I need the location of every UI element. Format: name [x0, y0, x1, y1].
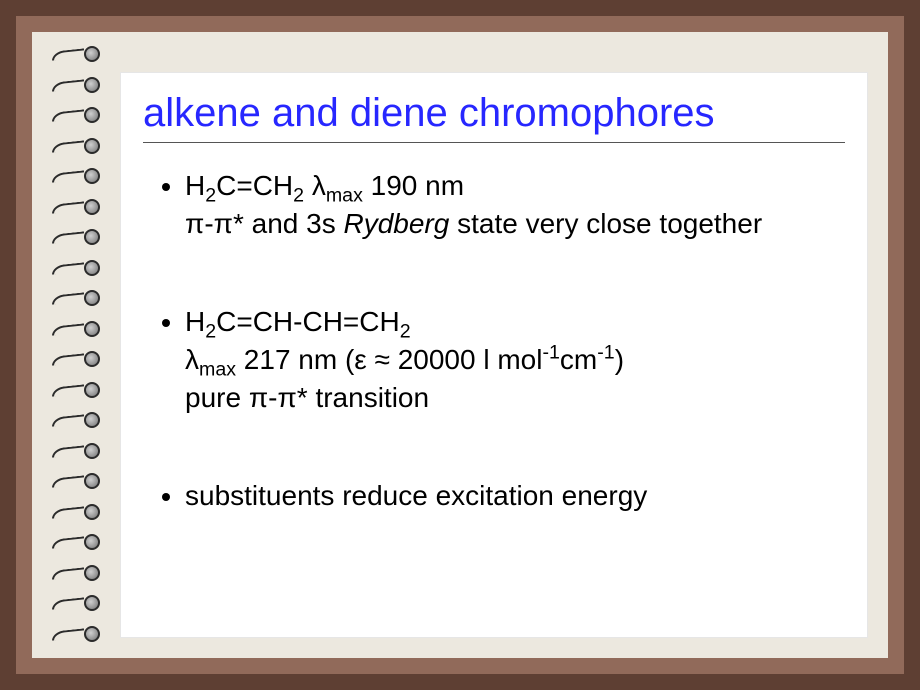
- binding-ring: [52, 227, 98, 245]
- text: λ: [185, 344, 199, 375]
- text: H: [185, 170, 205, 201]
- binding-ring: [52, 624, 98, 642]
- binding-ring: [52, 288, 98, 306]
- bullet-item: H2C=CH-CH=CH2 λmax 217 nm (ε ≈ 20000 l m…: [185, 303, 847, 417]
- binding-ring: [52, 166, 98, 184]
- binding-ring: [52, 319, 98, 337]
- binding-ring: [52, 471, 98, 489]
- binding-ring: [52, 563, 98, 581]
- binding-ring: [52, 380, 98, 398]
- text: pure π-π* transition: [185, 382, 429, 413]
- binding-ring: [52, 75, 98, 93]
- text: C=CH: [216, 170, 293, 201]
- presentation-frame: alkene and diene chromophores H2C=CH2 λm…: [0, 0, 920, 690]
- text: λ: [304, 170, 326, 201]
- slide-title: alkene and diene chromophores: [143, 91, 867, 136]
- bullet-item: H2C=CH2 λmax 190 nm π-π* and 3s Rydberg …: [185, 167, 847, 243]
- binding-ring: [52, 593, 98, 611]
- subscript: 2: [205, 321, 216, 343]
- binding-ring: [52, 349, 98, 367]
- text: 190 nm: [363, 170, 464, 201]
- binding-ring: [52, 105, 98, 123]
- subscript: max: [326, 185, 363, 207]
- binding-ring: [52, 502, 98, 520]
- binding-ring: [52, 44, 98, 62]
- slide-card: alkene and diene chromophores H2C=CH2 λm…: [120, 72, 868, 638]
- binding-ring: [52, 258, 98, 276]
- subscript: 2: [400, 321, 411, 343]
- title-underline: [143, 142, 845, 143]
- spiral-binding: [52, 16, 110, 674]
- superscript: -1: [542, 342, 559, 364]
- subscript: max: [199, 359, 236, 381]
- binding-ring: [52, 197, 98, 215]
- subscript: 2: [205, 185, 216, 207]
- subscript: 2: [293, 185, 304, 207]
- binding-ring: [52, 136, 98, 154]
- text: substituents reduce excitation energy: [185, 480, 647, 511]
- bullet-list: H2C=CH2 λmax 190 nm π-π* and 3s Rydberg …: [121, 167, 847, 515]
- text: C=CH-CH=CH: [216, 306, 400, 337]
- text: cm: [560, 344, 597, 375]
- binding-ring: [52, 441, 98, 459]
- text: state very close together: [449, 208, 762, 239]
- superscript: -1: [597, 342, 614, 364]
- text: 217 nm (ε ≈ 20000 l mol: [236, 344, 542, 375]
- bullet-item: substituents reduce excitation energy: [185, 477, 847, 515]
- text: ): [615, 344, 624, 375]
- text: H: [185, 306, 205, 337]
- binding-ring: [52, 532, 98, 550]
- italic-text: Rydberg: [343, 208, 449, 239]
- binding-ring: [52, 410, 98, 428]
- text: π-π* and 3s: [185, 208, 343, 239]
